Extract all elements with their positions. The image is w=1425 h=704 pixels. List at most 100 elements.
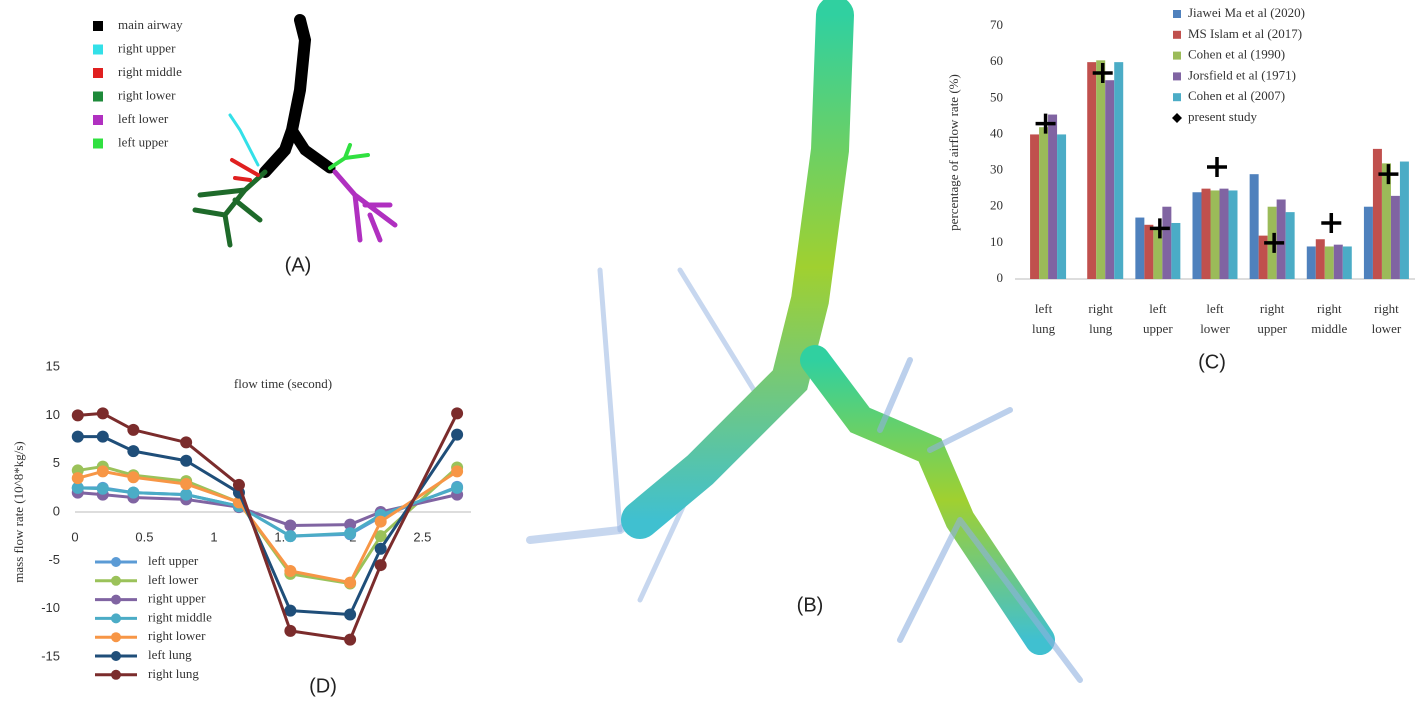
y-tick-label: 15: [46, 358, 60, 373]
bar: [1316, 239, 1325, 279]
point: [344, 608, 356, 620]
legend-swatch: [1173, 31, 1181, 39]
point: [127, 424, 139, 436]
point: [180, 478, 192, 490]
point: [97, 465, 109, 477]
legend-label: left lung: [148, 647, 192, 662]
legend-marker: [111, 595, 121, 605]
panel-label: (A): [285, 254, 312, 276]
y-tick-label: 10: [46, 407, 60, 422]
figure: (A) (B) main airway right upper right midd…: [0, 0, 1425, 704]
bar: [1202, 189, 1211, 279]
legend-swatch: [93, 115, 103, 125]
point: [344, 527, 356, 539]
bar: [1229, 190, 1238, 279]
bar: [1057, 134, 1066, 279]
legend-label: Jiawei Ma et al (2020): [1188, 5, 1305, 20]
bar: [1030, 134, 1039, 279]
legend-label: left lower: [118, 111, 169, 126]
panel-label: (D): [309, 675, 337, 697]
x-tick-line: lung: [1032, 321, 1056, 336]
y-tick-label: 50: [990, 89, 1003, 104]
legend-label: right upper: [148, 591, 206, 606]
point: [284, 625, 296, 637]
point: [284, 530, 296, 542]
x-tick-line: lower: [1372, 321, 1402, 336]
y-tick-label: 10: [990, 234, 1003, 249]
x-tick-label: rightmiddle: [1311, 301, 1347, 336]
legend-marker: [111, 670, 121, 680]
x-tick-label: rightupper: [1257, 301, 1287, 336]
point: [72, 472, 84, 484]
point: [451, 407, 463, 419]
x-tick-label: leftlower: [1200, 301, 1230, 336]
legend-swatch: [93, 139, 103, 149]
legend-label: Cohen et al (2007): [1188, 88, 1285, 103]
point: [344, 577, 356, 589]
y-tick-label: 20: [990, 198, 1003, 213]
x-tick-label: 0: [71, 529, 78, 544]
bar: [1307, 246, 1316, 279]
legend-label: right middle: [148, 609, 212, 624]
legend-marker: [111, 557, 121, 567]
point: [451, 429, 463, 441]
y-tick-label: 0: [53, 503, 60, 518]
panel-label: (B): [797, 594, 824, 616]
y-tick-label: -5: [48, 552, 60, 567]
legend-swatch: [1173, 10, 1181, 18]
legend-label: left upper: [148, 553, 199, 568]
x-tick-line: right: [1317, 301, 1342, 316]
y-tick-label: 30: [990, 162, 1003, 177]
legend-swatch: [1172, 113, 1182, 123]
x-tick-label: rightlower: [1372, 301, 1402, 336]
point: [451, 465, 463, 477]
bar: [1286, 212, 1295, 279]
bar: [1373, 149, 1382, 279]
legend-label: left upper: [118, 134, 169, 149]
legend-swatch: [93, 45, 103, 55]
bar: [1334, 245, 1343, 279]
bar: [1364, 207, 1373, 279]
point: [72, 409, 84, 421]
legend-label: Jorsfield et al (1971): [1188, 67, 1296, 82]
legend-label: right lower: [148, 628, 206, 643]
point: [344, 634, 356, 646]
legend-swatch: [1173, 93, 1181, 101]
point: [127, 445, 139, 457]
point: [72, 431, 84, 443]
legend-label: Cohen et al (1990): [1188, 47, 1285, 62]
point: [284, 520, 296, 532]
y-axis-label: mass flow rate (10^8*kg/s): [11, 441, 26, 583]
legend-label: right upper: [118, 40, 176, 55]
point: [375, 516, 387, 528]
bar: [1343, 246, 1352, 279]
x-tick-line: lung: [1089, 321, 1113, 336]
panel-label: (C): [1198, 351, 1226, 373]
x-tick-line: left: [1206, 301, 1224, 316]
bar: [1162, 207, 1171, 279]
bar: [1039, 127, 1048, 279]
x-tick-label: 2.5: [413, 529, 431, 544]
bar: [1391, 196, 1400, 279]
y-tick-label: 0: [997, 270, 1004, 285]
x-tick-line: left: [1149, 301, 1167, 316]
point: [127, 471, 139, 483]
x-tick-line: left: [1035, 301, 1053, 316]
airway-model: [195, 20, 395, 245]
bar: [1114, 62, 1123, 279]
point: [233, 479, 245, 491]
legend-label: main airway: [118, 17, 183, 32]
legend-swatch: [93, 21, 103, 31]
y-tick-label: 60: [990, 53, 1003, 68]
bar: [1220, 189, 1229, 279]
legend-label: MS Islam et al (2017): [1188, 26, 1302, 41]
point: [97, 431, 109, 443]
legend-label: left lower: [148, 572, 199, 587]
y-tick-label: -15: [41, 648, 60, 663]
legend-label: right middle: [118, 64, 182, 79]
x-tick-line: right: [1260, 301, 1285, 316]
y-tick-label: 70: [990, 17, 1003, 32]
point: [180, 436, 192, 448]
y-tick-label: 5: [53, 455, 60, 470]
point: [127, 487, 139, 499]
